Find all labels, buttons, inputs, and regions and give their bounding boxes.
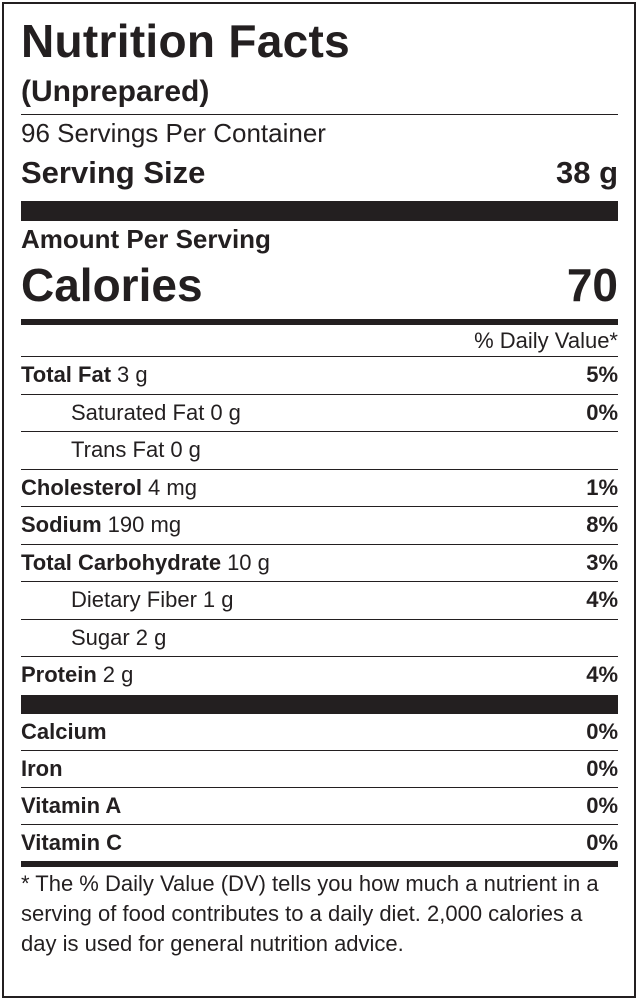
nutrient-row-total-fat: Total Fat 3 g 5% [21,356,618,394]
nutrient-row-cholesterol: Cholesterol 4 mg 1% [21,468,618,507]
nutrient-daily-value: 4% [586,587,618,613]
nutrient-name: Total Fat [21,362,112,388]
vitamin-row-vitamin-c: Vitamin C 0% [21,823,618,861]
divider [21,114,618,115]
calories-value: 70 [566,259,618,311]
vitamin-row-vitamin-a: Vitamin A 0% [21,786,618,824]
nutrient-daily-value: 4% [586,662,618,688]
daily-value-header: % Daily Value* [474,328,618,353]
vitamin-daily-value: 0% [586,718,618,744]
vitamin-daily-value: 0% [586,755,618,781]
nutrient-amount: 3 g [117,362,148,388]
nutrient-name: Trans Fat [71,437,165,463]
thick-divider [21,694,618,714]
nutrient-amount: 2 g [102,662,134,688]
vitamin-row-calcium: Calcium 0% [21,714,618,750]
label-title: Nutrition Facts [21,15,351,67]
nutrient-amount: 0 g [210,399,241,425]
nutrient-row-sodium: Sodium 190 mg 8% [21,506,618,544]
footnote: * The % Daily Value (DV) tells you how m… [21,870,599,956]
serving-size-value: 38 g [555,155,618,190]
vitamin-name: Vitamin A [21,792,122,818]
vitamin-daily-value: 0% [586,792,618,818]
amount-per-serving: Amount Per Serving [21,224,271,254]
vitamin-row-iron: Iron 0% [21,749,618,787]
calories-row: Calories 70 [21,257,618,319]
nutrient-row-trans-fat: Trans Fat 0 g [21,431,618,469]
nutrient-row-saturated-fat: Saturated Fat 0 g 0% [21,393,618,432]
nutrient-name: Sugar [71,624,130,650]
thick-divider [21,201,618,221]
nutrient-amount: 1 g [202,587,234,613]
nutrient-amount: 0 g [170,437,201,463]
label-subtitle: (Unprepared) [21,75,210,108]
vitamin-name: Iron [21,755,63,781]
medium-divider [21,319,618,325]
servings-per-container: 96 Servings Per Container [21,118,326,148]
nutrient-amount: 2 g [135,624,167,650]
nutrient-row-dietary-fiber: Dietary Fiber 1 g 4% [21,581,618,619]
serving-size-label: Serving Size [21,155,206,190]
nutrient-row-total-carbohydrate: Total Carbohydrate 10 g 3% [21,543,618,582]
nutrient-amount: 4 mg [148,474,197,500]
nutrient-daily-value: 1% [586,474,618,500]
vitamin-name: Calcium [21,718,107,744]
nutrient-name: Saturated Fat [71,399,205,425]
nutrient-row-protein: Protein 2 g 4% [21,656,618,694]
nutrient-name: Dietary Fiber [71,587,197,613]
nutrient-name: Cholesterol [21,474,143,500]
nutrient-name: Sodium [21,512,102,538]
nutrient-amount: 190 mg [107,512,182,538]
nutrient-daily-value: 8% [586,512,618,538]
nutrient-name: Protein [21,662,97,688]
vitamin-daily-value: 0% [586,829,618,855]
nutrient-name: Total Carbohydrate [21,549,222,575]
calories-label: Calories [21,259,203,311]
nutrient-daily-value: 0% [586,399,618,425]
vitamin-name: Vitamin C [21,829,123,855]
medium-divider [21,860,618,867]
nutrient-daily-value: 3% [586,549,618,575]
nutrient-row-sugar: Sugar 2 g [21,618,618,657]
nutrient-amount: 10 g [227,549,270,575]
nutrient-daily-value: 5% [586,362,618,388]
serving-size-row: Serving Size 38 g [21,151,618,201]
